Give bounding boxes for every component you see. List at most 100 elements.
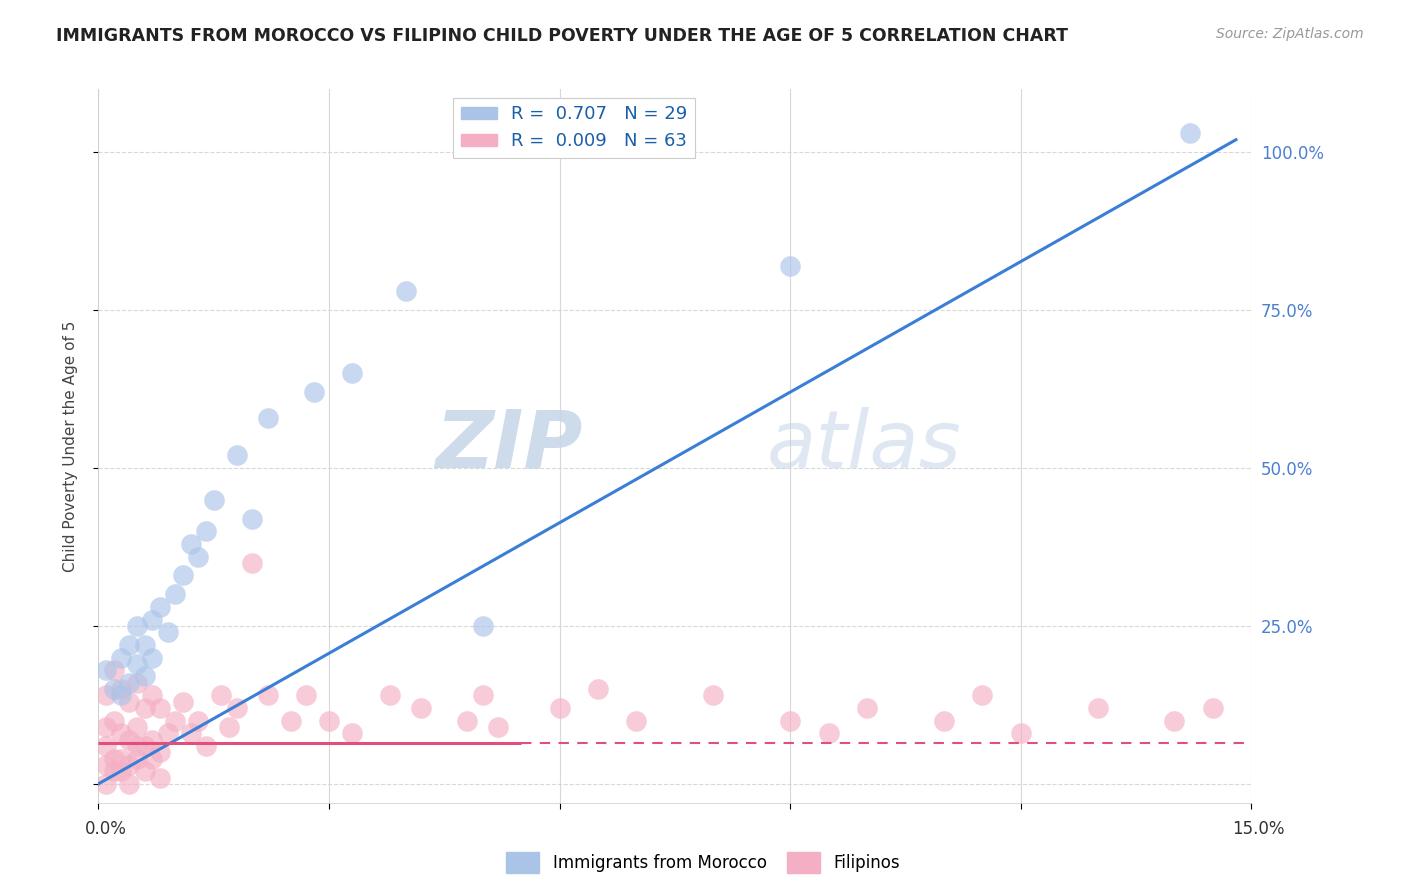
Point [225,449,247,463]
Point [110,682,132,697]
Point [94,758,117,772]
Point [1178,127,1201,141]
Point [380,689,402,703]
Point [141,613,163,627]
Point [125,751,148,765]
Text: Source: ZipAtlas.com: Source: ZipAtlas.com [1216,27,1364,41]
Point [94,720,117,734]
Point [779,259,801,273]
Point [94,777,117,791]
Point [149,771,172,785]
Point [471,619,494,633]
Point [1202,701,1225,715]
Point [165,714,187,728]
Point [125,739,148,753]
Point [180,537,202,551]
Point [94,663,117,677]
Point [134,669,156,683]
Text: atlas: atlas [768,407,962,485]
Point [240,556,263,570]
Point [340,367,363,381]
Point [141,689,163,703]
Point [932,714,955,728]
Point [94,739,117,753]
Point [779,714,801,728]
Point [110,689,132,703]
Point [94,689,117,703]
Point [209,689,232,703]
Point [118,777,141,791]
Point [1087,701,1109,715]
Point [302,385,325,400]
Point [256,410,278,425]
Point [125,657,148,671]
Point [295,689,318,703]
Point [856,701,879,715]
Point [1163,714,1185,728]
Legend: Immigrants from Morocco, Filipinos: Immigrants from Morocco, Filipinos [499,846,907,880]
Point [125,720,148,734]
Text: IMMIGRANTS FROM MOROCCO VS FILIPINO CHILD POVERTY UNDER THE AGE OF 5 CORRELATION: IMMIGRANTS FROM MOROCCO VS FILIPINO CHIL… [56,27,1069,45]
Point [187,714,209,728]
Point [471,689,494,703]
Point [110,764,132,779]
Point [318,714,340,728]
Point [702,689,724,703]
Text: 0.0%: 0.0% [84,820,127,838]
Text: 15.0%: 15.0% [1232,820,1285,838]
Y-axis label: Child Poverty Under the Age of 5: Child Poverty Under the Age of 5 [63,320,77,572]
Point [202,492,225,507]
Point [103,714,125,728]
Point [586,682,609,697]
Point [256,689,278,703]
Point [972,689,994,703]
Point [118,695,141,709]
Point [240,511,263,525]
Point [149,745,172,759]
Point [1010,726,1032,740]
Point [180,726,202,740]
Point [118,675,141,690]
Point [134,739,156,753]
Point [110,751,132,765]
Point [156,726,179,740]
Point [149,701,172,715]
Point [218,720,240,734]
Point [411,701,433,715]
Point [103,663,125,677]
Point [187,549,209,564]
Point [817,726,839,740]
Text: ZIP: ZIP [436,407,582,485]
Point [195,739,218,753]
Point [195,524,218,539]
Point [103,751,125,765]
Point [141,650,163,665]
Point [125,675,148,690]
Point [395,285,418,299]
Point [340,726,363,740]
Point [110,650,132,665]
Point [141,751,163,765]
Point [141,732,163,747]
Point [486,720,509,734]
Point [165,587,187,601]
Point [548,701,571,715]
Point [103,764,125,779]
Point [134,764,156,779]
Point [118,758,141,772]
Point [225,701,247,715]
Point [118,638,141,652]
Legend: R =  0.707   N = 29, R =  0.009   N = 63: R = 0.707 N = 29, R = 0.009 N = 63 [453,98,695,158]
Point [280,714,302,728]
Point [118,732,141,747]
Point [456,714,478,728]
Point [134,701,156,715]
Point [134,638,156,652]
Point [125,619,148,633]
Point [149,600,172,615]
Point [103,682,125,697]
Point [172,568,194,582]
Point [110,726,132,740]
Point [156,625,179,640]
Point [626,714,648,728]
